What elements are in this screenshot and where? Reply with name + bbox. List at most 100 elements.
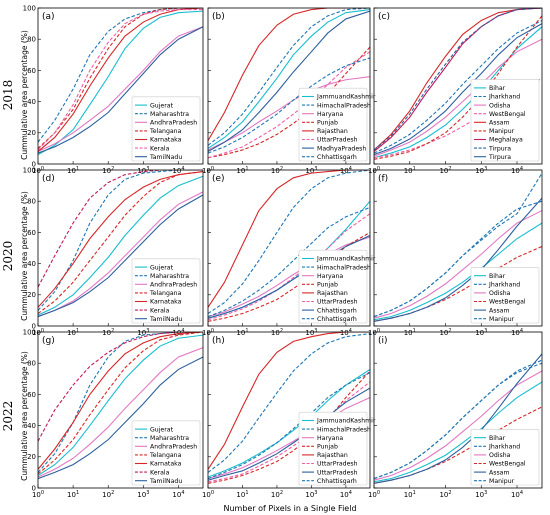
legend-label-c-3: WestBengal: [489, 111, 526, 118]
legend-label-g-2: AndhraPradesh: [150, 444, 197, 451]
legend-label-f-3: WestBengal: [489, 299, 526, 306]
x-tick-label-i-1: 101: [404, 490, 416, 499]
row-label-2018: 2018: [1, 80, 15, 111]
x-tick-label-e-0: 100: [202, 328, 214, 337]
x-tick-label-e-2: 102: [271, 328, 283, 337]
legend-label-c-7: Tirpura: [488, 145, 511, 152]
x-tick-label-a-4: 104: [172, 166, 184, 175]
legend-label-e-2: Haryana: [317, 273, 343, 280]
series-line-d-4: [38, 171, 203, 308]
x-tick-label-i-4: 104: [511, 490, 523, 499]
legend-label-h-5: UttarPradesh: [317, 461, 358, 468]
y-tick-label-d-100: 100: [23, 166, 36, 174]
x-tick-label-g-0: 100: [32, 490, 44, 499]
x-tick-label-i-3: 103: [475, 490, 487, 499]
legend-label-e-3: Punjab: [317, 282, 338, 289]
legend-label-i-5: Manipur: [489, 478, 515, 485]
legend-label-g-3: Telangana: [149, 452, 182, 459]
legend-label-g-4: Karnataka: [150, 461, 182, 468]
series-line-c-5: [374, 15, 542, 160]
legend-label-e-0: JammuandKashmir: [316, 256, 376, 263]
series-line-i-5: [374, 359, 542, 480]
legend-label-f-2: Odisha: [489, 290, 511, 297]
series-line-d-2: [38, 191, 203, 318]
panel-label-a: (a): [42, 12, 55, 22]
legend-box-b: [298, 87, 368, 162]
legend-label-c-5: Manipur: [489, 128, 515, 135]
legend-label-h-1: HimachalPradesh: [317, 426, 371, 433]
x-tick-label-c-4: 104: [511, 166, 523, 175]
x-tick-label-a-2: 102: [102, 166, 114, 175]
y-tick-label-a-80: 80: [27, 36, 36, 44]
legend-label-g-1: Maharashtra: [150, 435, 189, 442]
x-tick-label-h-1: 101: [236, 490, 248, 499]
legend-box-d: [131, 258, 201, 324]
legend-box-h: [298, 411, 368, 486]
y-tick-label-g-80: 80: [27, 360, 36, 368]
series-line-h-6: [208, 387, 370, 481]
legend-label-c-4: Assam: [489, 120, 510, 127]
series-line-f-5: [374, 172, 542, 318]
legend-a: Gujerat Maharashtra AndhraPradeshTelangana…: [131, 96, 201, 162]
legend-label-e-4: Rajasthan: [317, 290, 348, 297]
x-tick-label-d-0: 100: [32, 328, 44, 337]
legend-label-c-6: Meghalaya: [489, 137, 523, 144]
panel-label-e: (e): [212, 174, 225, 184]
series-line-h-1: [208, 333, 370, 473]
series-line-f-4: [374, 197, 542, 322]
legend-label-g-0: Gujerat: [150, 426, 174, 433]
legend-label-a-2: AndhraPradesh: [150, 120, 197, 127]
x-tick-label-d-4: 104: [172, 328, 184, 337]
x-tick-label-g-3: 103: [137, 490, 149, 499]
legend-label-i-1: Jharkhand: [488, 444, 520, 451]
plot-frame-d: [37, 169, 204, 327]
series-line-d-3: [38, 171, 203, 314]
series-line-c-1: [374, 19, 542, 154]
plot-frame-a: [37, 7, 204, 165]
series-line-d-0: [38, 175, 203, 316]
x-tick-label-h-2: 102: [271, 490, 283, 499]
series-line-c-4: [374, 8, 542, 151]
legend-label-c-1: Jharkhand: [488, 94, 520, 101]
series-line-g-4: [38, 332, 203, 470]
x-tick-label-e-1: 101: [236, 328, 248, 337]
legend-label-b-4: Rajasthan: [317, 128, 348, 135]
legend-label-a-4: Karnataka: [150, 137, 182, 144]
series-line-a-6: [38, 26, 203, 154]
x-tick-label-c-0: 100: [368, 166, 380, 175]
row-label-2020: 2020: [1, 241, 15, 272]
y-tick-label-g-60: 60: [27, 391, 36, 399]
legend-label-e-7: Chhattisgarh: [317, 316, 357, 323]
legend-label-b-6: MadhyaPradesh: [317, 145, 366, 152]
panel-label-b: (b): [212, 12, 225, 22]
series-line-f-3: [374, 245, 542, 322]
x-tick-label-i-2: 102: [439, 490, 451, 499]
series-line-e-7: [208, 206, 370, 318]
y-tick-label-g-40: 40: [27, 422, 36, 430]
y-tick-label-d-20: 20: [27, 291, 36, 299]
y-axis-label-2: Cummulative area percentage (%): [20, 191, 29, 321]
series-line-b-2: [208, 76, 370, 151]
x-tick-label-h-0: 100: [202, 490, 214, 499]
legend-label-b-5: UttarPradesh: [317, 137, 358, 144]
legend-box-e: [298, 249, 368, 324]
x-tick-label-e-3: 103: [305, 328, 317, 337]
legend-label-h-3: Punjab: [317, 444, 338, 451]
x-tick-label-d-1: 101: [67, 328, 79, 337]
plot-frame-e: [207, 169, 371, 327]
legend-box-f: [470, 267, 540, 324]
legend-label-b-1: HimachalPradesh: [317, 102, 371, 109]
legend-label-i-0: Bihar: [489, 435, 506, 442]
x-tick-label-f-2: 102: [439, 328, 451, 337]
legend-label-h-7: Chhattisgarh: [317, 478, 357, 485]
chart-panel-b: 100 101 102 103 104 (b) JammuandKashmirHimacha…: [202, 7, 376, 175]
y-tick-label-a-60: 60: [27, 67, 36, 75]
legend-label-i-2: Odisha: [489, 452, 511, 459]
series-line-i-3: [374, 406, 542, 484]
x-tick-label-b-4: 104: [340, 166, 352, 175]
legend-box-c: [470, 79, 540, 162]
panel-label-f: (f): [378, 174, 388, 184]
